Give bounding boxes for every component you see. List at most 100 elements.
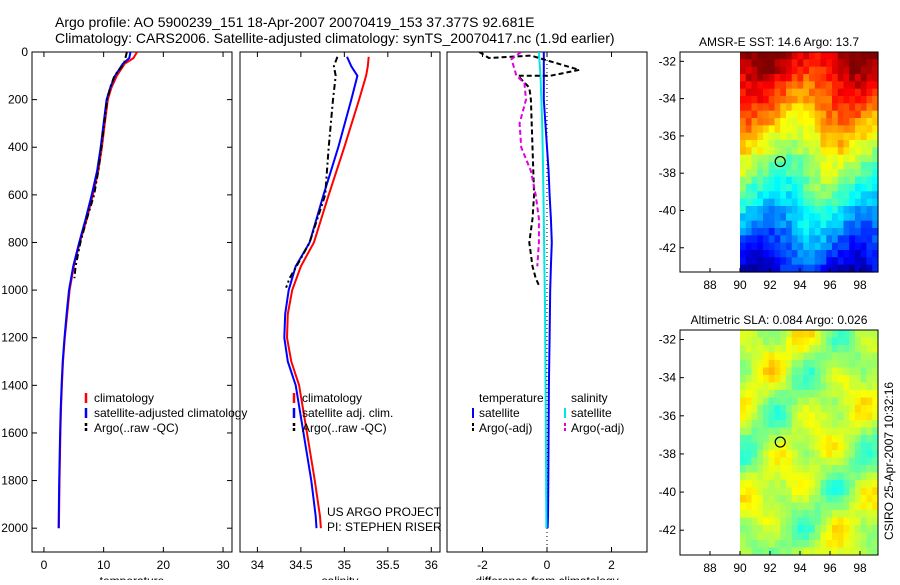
field-cell xyxy=(837,242,845,251)
field-cell xyxy=(849,450,856,459)
field-cell xyxy=(832,169,839,178)
field-cell xyxy=(803,495,810,504)
field-cell xyxy=(849,502,856,511)
field-cell xyxy=(837,540,845,549)
field-cell xyxy=(740,412,747,421)
field-cell xyxy=(837,412,845,421)
field-cell xyxy=(751,176,758,185)
field-cell xyxy=(768,125,776,134)
field-cell xyxy=(763,337,770,346)
field-cell xyxy=(849,412,856,421)
field-cell xyxy=(843,450,850,459)
field-cell xyxy=(803,125,810,134)
field-cell xyxy=(855,487,862,496)
field-cell xyxy=(774,176,781,185)
field-cell xyxy=(745,257,753,266)
field-cell xyxy=(860,147,868,156)
field-cell xyxy=(872,52,879,60)
field-cell xyxy=(763,412,770,421)
field-cell xyxy=(791,540,799,549)
field-cell xyxy=(860,427,868,436)
field-cell xyxy=(745,242,753,251)
field-cell xyxy=(768,382,776,391)
field-cell xyxy=(837,162,845,170)
field-cell xyxy=(837,132,845,141)
field-cell xyxy=(768,264,776,273)
field-cell xyxy=(860,397,868,406)
field-cell xyxy=(809,375,816,384)
field-cell xyxy=(837,405,845,414)
field-cell xyxy=(832,457,839,466)
field-cell xyxy=(774,457,781,466)
field-cell xyxy=(745,532,753,541)
field-cell xyxy=(757,242,764,251)
field-cell xyxy=(763,154,770,163)
field-cell xyxy=(820,517,827,526)
field-cell xyxy=(786,125,793,134)
field-cell xyxy=(872,147,879,156)
field-cell xyxy=(855,228,862,236)
field-cell xyxy=(866,96,873,104)
field-cell xyxy=(872,154,879,163)
field-cell xyxy=(820,457,827,466)
field-cell xyxy=(774,88,781,97)
field-cell xyxy=(768,397,776,406)
field-cell xyxy=(774,257,781,266)
field-cell xyxy=(866,382,873,391)
field-cell xyxy=(780,367,787,376)
field-cell xyxy=(774,525,781,534)
field-cell xyxy=(809,517,816,526)
field-cell xyxy=(757,495,764,504)
field-cell xyxy=(820,352,827,361)
field-cell xyxy=(820,250,827,258)
field-cell xyxy=(780,337,787,346)
field-cell xyxy=(745,250,753,258)
field-cell xyxy=(740,242,747,251)
field-cell xyxy=(740,367,747,376)
field-cell xyxy=(803,96,810,104)
field-cell xyxy=(837,442,845,451)
field-cell xyxy=(774,59,781,68)
field-cell xyxy=(740,198,747,207)
field-cell xyxy=(791,412,799,421)
field-cell xyxy=(740,435,747,444)
field-cell xyxy=(837,140,845,148)
field-cell xyxy=(797,345,804,354)
field-cell xyxy=(803,198,810,207)
field-cell xyxy=(745,525,753,534)
field-cell xyxy=(786,88,793,97)
field-cell xyxy=(832,103,839,112)
field-cell xyxy=(768,352,776,361)
field-cell xyxy=(797,213,804,222)
field-cell xyxy=(843,213,850,222)
field-cell xyxy=(832,242,839,251)
field-cell xyxy=(855,220,862,229)
field-cell xyxy=(803,220,810,229)
y-tick-label: 400 xyxy=(8,140,28,154)
field-cell xyxy=(872,532,879,541)
field-cell xyxy=(763,198,770,207)
field-cell xyxy=(826,140,833,148)
field-cell xyxy=(826,66,833,75)
field-cell xyxy=(797,360,804,369)
field-cell xyxy=(780,125,787,134)
field-cell xyxy=(745,81,753,90)
field-cell xyxy=(757,360,764,369)
field-cell xyxy=(826,540,833,549)
field-cell xyxy=(774,382,781,391)
field-cell xyxy=(740,206,747,214)
field-cell xyxy=(872,176,879,185)
y-tick-label: -32 xyxy=(659,54,677,68)
field-cell xyxy=(826,345,833,354)
field-cell xyxy=(791,480,799,489)
field-cell xyxy=(757,450,764,459)
field-cell xyxy=(740,547,747,556)
field-cell xyxy=(797,330,804,339)
field-cell xyxy=(791,427,799,436)
field-cell xyxy=(860,337,868,346)
field-cell xyxy=(780,405,787,414)
field-cell xyxy=(797,103,804,112)
field-cell xyxy=(826,450,833,459)
field-cell xyxy=(826,472,833,481)
field-cell xyxy=(740,352,747,361)
